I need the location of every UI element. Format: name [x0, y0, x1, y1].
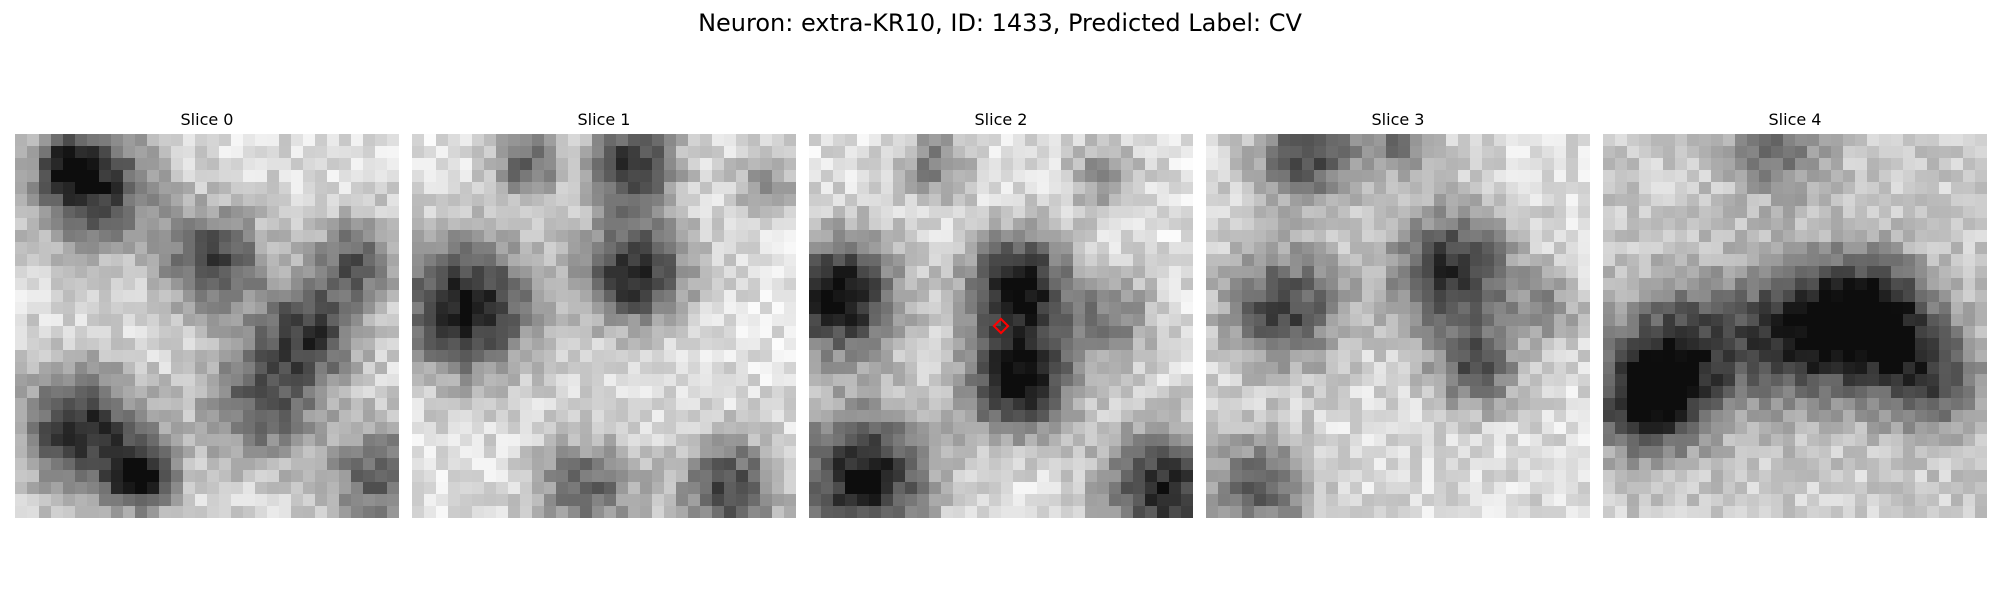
- slice-title-2: Slice 2: [974, 110, 1028, 129]
- slice-image-0: [15, 134, 399, 518]
- slice-image-3: [1206, 134, 1590, 518]
- slice-panel-3: Slice 3: [1206, 106, 1590, 518]
- slice-panel-0: Slice 0: [15, 106, 399, 518]
- slice-title-1: Slice 1: [577, 110, 631, 129]
- slice-panel-1: Slice 1: [412, 106, 796, 518]
- figure-title: Neuron: extra-KR10, ID: 1433, Predicted …: [698, 9, 1302, 37]
- slice-panel-4: Slice 4: [1603, 106, 1987, 518]
- slice-title-3: Slice 3: [1371, 110, 1425, 129]
- slice-title-0: Slice 0: [180, 110, 234, 129]
- slice-image-1: [412, 134, 796, 518]
- slice-image-2: [809, 134, 1193, 518]
- slice-panel-2: Slice 2: [809, 106, 1193, 518]
- slice-image-4: [1603, 134, 1987, 518]
- slice-title-4: Slice 4: [1768, 110, 1822, 129]
